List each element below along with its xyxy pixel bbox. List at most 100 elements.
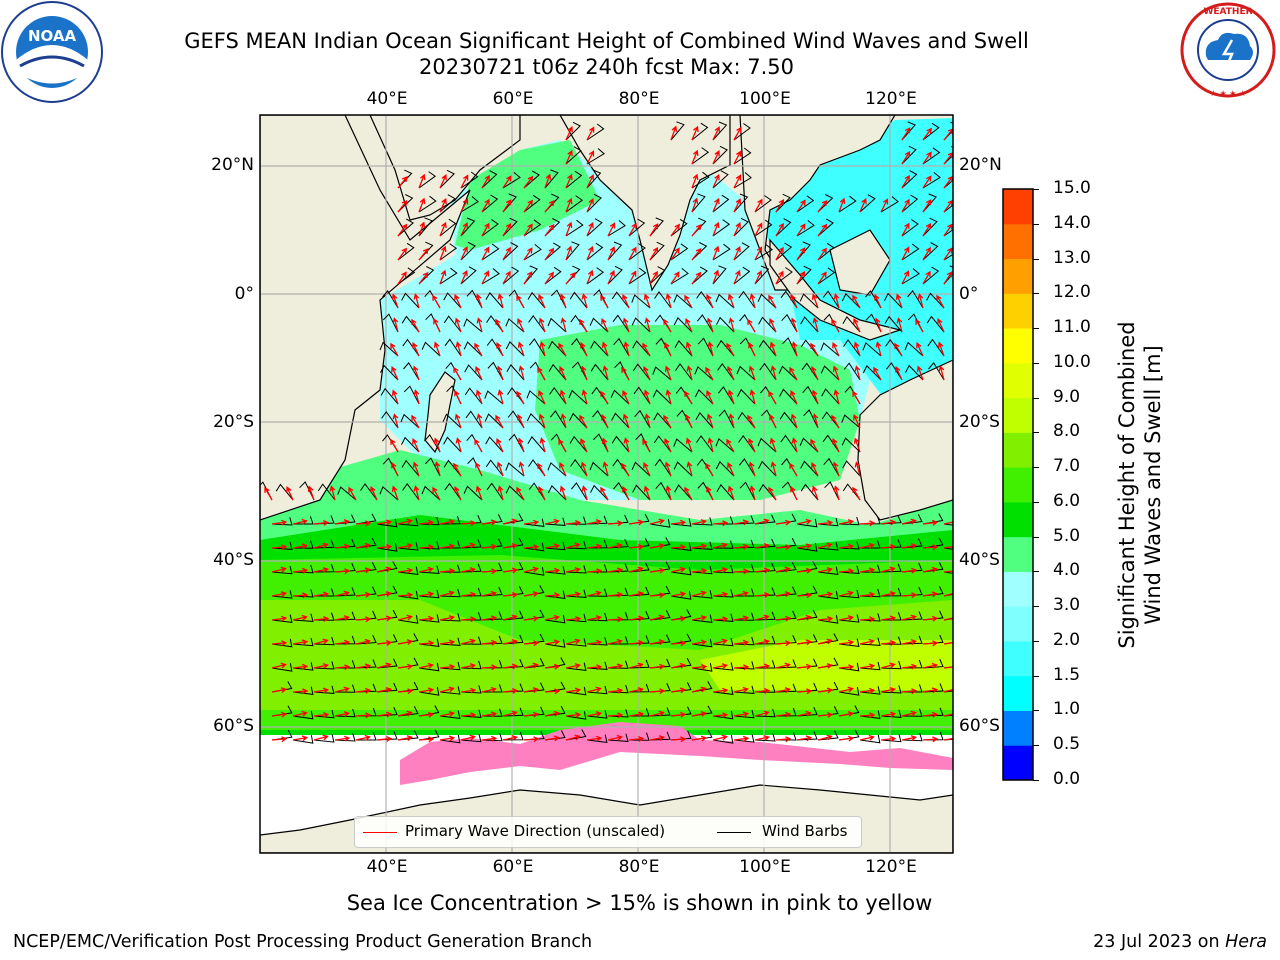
wave-direction-arrow xyxy=(649,246,659,261)
colorbar-tick-mark xyxy=(1033,258,1039,260)
wind-barb xyxy=(775,267,793,285)
colorbar-cell xyxy=(1003,640,1033,677)
wave-direction-arrow xyxy=(496,438,504,453)
wind-barb xyxy=(376,658,398,669)
colorbar-label-line1: Significant Height of Combined xyxy=(1115,321,1139,649)
wind-barb xyxy=(401,459,420,477)
wind-barb xyxy=(569,412,588,429)
wave-direction-arrow xyxy=(712,567,729,573)
wind-barb xyxy=(485,459,504,477)
wave-direction-arrow xyxy=(565,687,582,694)
wave-direction-arrow xyxy=(790,413,798,429)
wind-barb xyxy=(334,733,356,742)
wind-barb xyxy=(590,484,609,501)
wave-direction-arrow xyxy=(586,519,603,525)
wave-direction-arrow xyxy=(475,389,483,405)
wind-barb xyxy=(880,587,902,597)
wave-direction-arrow xyxy=(796,592,813,599)
india xyxy=(559,115,731,292)
wind-barb xyxy=(733,636,755,646)
wave-direction-arrow xyxy=(665,485,672,501)
colorbar-cell xyxy=(1003,571,1033,607)
wind-barb xyxy=(823,457,840,477)
wave-direction-arrow xyxy=(475,293,483,309)
wave-direction-arrow xyxy=(271,615,288,622)
wave-direction-arrow xyxy=(454,413,462,429)
wind-barb xyxy=(775,242,793,261)
wave-direction-arrow xyxy=(817,638,833,645)
wave-direction-arrow xyxy=(775,711,792,718)
wave-direction-arrow xyxy=(391,293,399,309)
wave-direction-arrow xyxy=(502,639,519,645)
wave-direction-arrow xyxy=(649,270,658,285)
wind-barb xyxy=(275,483,294,501)
wave-direction-arrow xyxy=(628,615,645,622)
wind-barb xyxy=(529,338,546,357)
wind-barb xyxy=(691,590,713,599)
wind-barb xyxy=(716,484,735,501)
wind-barb xyxy=(460,217,476,237)
wind-barb xyxy=(817,517,839,527)
wind-barb xyxy=(460,636,482,645)
wave-direction-arrow xyxy=(748,365,756,381)
colorbar-tick-label: 12.0 xyxy=(1053,282,1091,303)
wave-direction-arrow xyxy=(811,462,819,477)
wave-direction-arrow xyxy=(628,270,637,285)
wind-barb xyxy=(838,589,860,599)
wind-barb xyxy=(271,638,293,648)
wind-barb xyxy=(758,339,777,357)
wave-direction-arrow xyxy=(769,318,777,333)
wave-direction-arrow xyxy=(880,711,897,718)
wave-direction-arrow xyxy=(397,663,414,670)
wind-barb xyxy=(523,265,538,285)
wave-direction-arrow xyxy=(460,591,477,598)
wave-direction-arrow xyxy=(726,438,735,453)
wave-direction-arrow xyxy=(649,663,666,670)
wave-direction-arrow xyxy=(586,711,603,717)
lon-tick-top: 60°E xyxy=(492,89,534,109)
wave-direction-arrow xyxy=(775,519,792,526)
wind-barb xyxy=(838,541,860,550)
wind-barb xyxy=(733,123,751,141)
wave-direction-arrow xyxy=(859,712,876,719)
wind-barb xyxy=(571,361,588,381)
wind-barb xyxy=(712,121,728,141)
wind-barb xyxy=(754,611,776,621)
wind-barb xyxy=(544,566,566,575)
wave-direction-arrow xyxy=(670,736,687,743)
wind-barb xyxy=(292,710,314,720)
wave-direction-arrow xyxy=(418,221,426,237)
wave-direction-arrow xyxy=(873,366,882,381)
colorbar-tick-mark xyxy=(1033,397,1039,399)
wave-direction-arrow xyxy=(791,437,798,453)
wave-direction-arrow xyxy=(538,413,546,429)
wave-direction-arrow xyxy=(775,662,791,669)
wave-direction-arrow xyxy=(292,614,308,621)
wave-direction-arrow xyxy=(355,638,371,645)
wave-direction-arrow xyxy=(852,486,861,501)
wind-barb xyxy=(382,313,399,333)
wind-barb xyxy=(589,461,609,477)
wind-barb xyxy=(922,683,944,693)
wave-direction-arrow xyxy=(412,461,420,477)
wind-barb xyxy=(486,315,504,333)
wind-barb xyxy=(586,734,608,743)
wind-barb xyxy=(544,266,562,285)
wave-direction-arrow xyxy=(476,317,483,333)
wave-direction-arrow xyxy=(460,174,469,189)
wave-direction-arrow xyxy=(727,366,735,381)
wind-barb xyxy=(379,486,399,501)
wave-direction-arrow xyxy=(439,567,456,574)
wave-direction-arrow xyxy=(586,245,594,261)
colorbar-cell xyxy=(1003,189,1033,225)
wind-barb xyxy=(694,389,714,405)
colorbar-tick-mark xyxy=(1033,223,1039,225)
wave-direction-arrow xyxy=(768,294,777,309)
wave-direction-arrow xyxy=(790,390,798,405)
wind-barb xyxy=(779,388,798,405)
wind-barb xyxy=(696,290,714,309)
wave-direction-arrow xyxy=(418,271,429,285)
wave-direction-arrow xyxy=(943,544,953,549)
wave-direction-arrow xyxy=(397,735,414,741)
wind-barb xyxy=(733,266,751,285)
